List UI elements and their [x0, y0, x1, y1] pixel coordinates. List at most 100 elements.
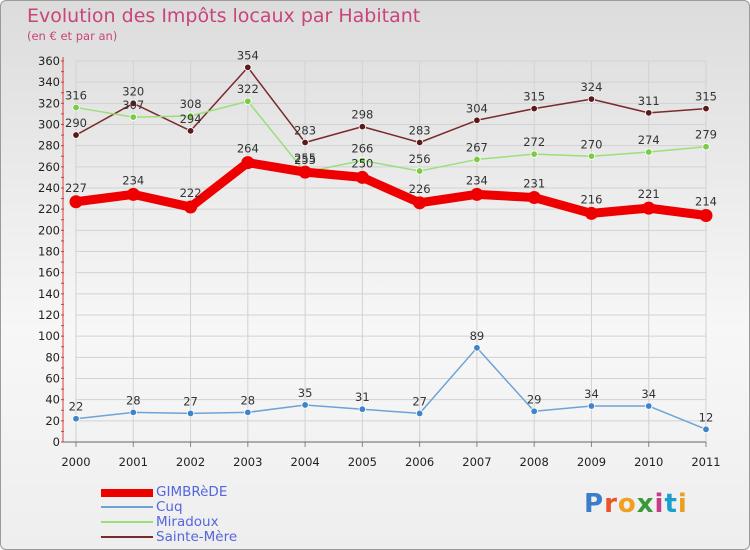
x-tick-label: 2003	[233, 455, 262, 469]
data-label: 255	[294, 153, 316, 167]
data-point	[702, 143, 710, 151]
data-label: 316	[65, 89, 87, 103]
legend-item-sainte-mere[interactable]: Sainte-Mère	[101, 529, 321, 545]
data-label: 28	[126, 393, 141, 407]
data-label: 234	[122, 173, 144, 187]
data-label: 231	[523, 177, 545, 191]
y-tick-label: 140	[38, 287, 60, 301]
chart-title: Evolution des Impôts locaux par Habitant	[27, 5, 421, 27]
series-line-GIMBRèDE	[71, 158, 711, 221]
y-tick-label: 20	[45, 414, 60, 428]
data-point	[584, 206, 598, 220]
data-label: 324	[580, 80, 602, 94]
legend-swatch	[101, 489, 153, 497]
data-label: 28	[240, 393, 255, 407]
y-tick-label: 320	[38, 96, 60, 110]
y-tick-label: 340	[38, 75, 60, 89]
data-label: 34	[584, 387, 599, 401]
data-point	[72, 103, 80, 112]
data-point	[473, 116, 481, 124]
data-point	[301, 138, 309, 147]
data-label: 266	[351, 141, 373, 155]
data-point	[645, 109, 653, 117]
data-label: 31	[355, 390, 370, 404]
y-tick-label: 260	[38, 160, 60, 174]
data-point	[415, 409, 424, 418]
legend-label: Miradoux	[156, 514, 219, 530]
data-point	[186, 409, 195, 418]
logo-letter: i	[654, 489, 665, 519]
data-label: 29	[527, 392, 542, 406]
data-point	[298, 165, 312, 179]
data-point	[702, 104, 710, 113]
data-point	[530, 407, 538, 416]
x-tick-label: 2010	[634, 455, 663, 469]
series-layer	[69, 63, 713, 433]
legend-swatch	[101, 506, 153, 508]
data-label: 354	[237, 48, 259, 62]
y-tick-label: 200	[38, 223, 60, 237]
data-point	[126, 187, 140, 201]
data-labels: 290 320 294 354 283 298 283 304 315 324 311 315 316 3…	[65, 48, 717, 424]
logo-letter: P	[584, 489, 605, 519]
data-label: 283	[409, 123, 431, 137]
data-label: 274	[638, 133, 660, 147]
logo-letter: i	[677, 489, 688, 519]
data-label: 27	[412, 394, 427, 408]
chart-grid	[75, 60, 707, 443]
data-label: 27	[183, 394, 198, 408]
data-point	[587, 152, 596, 160]
y-tick-label: 100	[38, 329, 60, 343]
data-label: 290	[65, 116, 87, 130]
data-label: 308	[180, 97, 202, 111]
legend-label: GIMBRèDE	[156, 484, 228, 500]
data-point	[241, 156, 255, 170]
chart-subtitle: (en € et par an)	[27, 29, 118, 43]
data-point	[186, 112, 195, 120]
data-point	[184, 200, 198, 214]
x-tick-label: 2001	[119, 455, 148, 469]
data-point	[358, 122, 367, 131]
data-point	[645, 402, 653, 410]
data-point	[702, 425, 710, 433]
y-tick-label: 120	[38, 308, 60, 322]
data-label: 311	[638, 94, 660, 108]
data-point	[186, 127, 195, 135]
logo-letter: r	[604, 489, 618, 519]
data-point	[642, 201, 656, 215]
data-point	[72, 131, 80, 139]
y-tick-label: 80	[45, 350, 60, 364]
x-tick-label: 2006	[405, 455, 434, 469]
data-point	[645, 148, 653, 156]
data-point	[301, 401, 309, 409]
legend-item-cuq[interactable]: Cuq	[101, 499, 321, 515]
chart-axes: 0 20 40 60 80 100 120 140 160 180 200 220 240 260 280 3…	[38, 54, 721, 469]
series-line-Miradoux	[75, 100, 707, 173]
data-label: 307	[122, 98, 144, 112]
data-point	[69, 195, 83, 209]
y-tick-label: 60	[45, 372, 60, 386]
y-tick-label: 240	[38, 181, 60, 195]
data-label: 227	[65, 181, 87, 195]
data-point	[129, 408, 137, 417]
data-label: 294	[180, 112, 202, 126]
data-label: 267	[466, 140, 488, 154]
data-point	[413, 196, 427, 210]
data-label: 250	[351, 156, 373, 170]
data-label: 322	[237, 82, 259, 96]
data-label: 222	[180, 186, 202, 200]
y-tick-label: 280	[38, 139, 60, 153]
data-point	[530, 150, 538, 158]
legend-item-miradoux[interactable]: Miradoux	[101, 514, 321, 530]
x-tick-label: 2008	[520, 455, 549, 469]
data-point	[527, 191, 541, 205]
legend-swatch	[101, 521, 153, 523]
data-label: 221	[638, 187, 660, 201]
legend-item-gimbrede[interactable]: GIMBRèDE	[101, 484, 321, 500]
data-label: 298	[351, 108, 373, 122]
data-label: 270	[580, 137, 602, 151]
x-tick-label: 2007	[462, 455, 491, 469]
data-label: 12	[699, 410, 714, 424]
